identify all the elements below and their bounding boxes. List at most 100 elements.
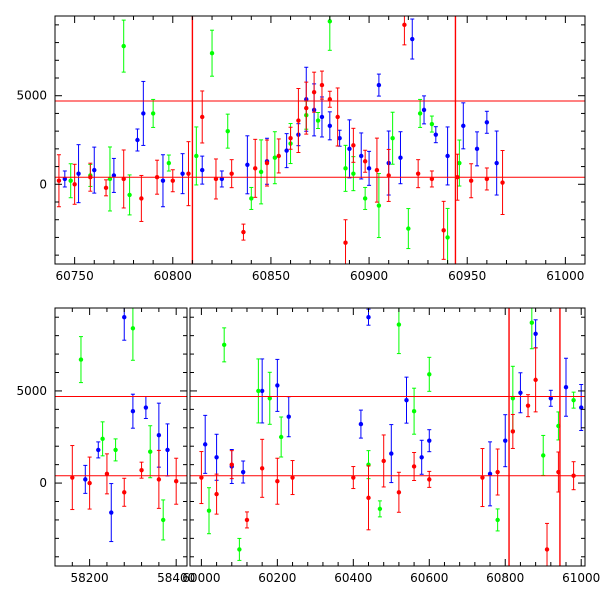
top-panel-point — [359, 132, 364, 180]
top-panel-point — [429, 115, 435, 133]
top-panel-point — [468, 163, 474, 199]
top-panel-point — [415, 159, 421, 189]
top-panel-point — [166, 154, 172, 172]
top-panel-point — [200, 90, 205, 144]
top-panel-x-tick-label: 60850 — [252, 269, 290, 283]
top-panel-point — [445, 207, 450, 264]
bottom-right-panel-x-tick-label: 60200 — [258, 571, 296, 585]
bottom-right-panel-point — [275, 457, 280, 505]
bottom-right-panel-point — [404, 376, 409, 424]
top-panel-point — [335, 87, 340, 147]
top-panel-x-tick-label: 60750 — [56, 269, 94, 283]
top-panel-point — [376, 73, 382, 97]
bottom-right-panel-point — [518, 372, 523, 414]
bottom-right-panel-point — [495, 508, 500, 532]
top-panel-point — [319, 70, 325, 100]
bottom-right-panel-x-tick-label: 60800 — [486, 571, 524, 585]
top-panel-point — [402, 16, 407, 46]
bottom-left-panel-point — [160, 499, 166, 541]
bottom-right-panel-point — [240, 460, 246, 484]
bottom-right-panel-point — [427, 429, 432, 453]
bottom-right-panel-point — [427, 356, 432, 392]
bottom-left-panel-point — [148, 425, 153, 479]
bottom-left-panel-point — [109, 483, 114, 543]
bottom-right-panel-point — [259, 358, 265, 424]
top-panel-point — [351, 127, 356, 163]
top-panel-point — [474, 131, 480, 167]
bottom-right-panel-point — [267, 371, 272, 425]
top-panel-point — [245, 135, 250, 195]
bottom-left-panel-point — [122, 308, 127, 341]
top-panel-point — [343, 144, 348, 192]
top-panel-point — [386, 148, 391, 202]
bottom-right-panel-point — [286, 396, 291, 438]
top-panel-point — [376, 173, 382, 239]
top-panel-point — [264, 139, 270, 187]
top-panel-point — [103, 179, 109, 197]
top-panel-point — [225, 113, 230, 149]
top-panel-point — [284, 133, 289, 169]
top-panel-point — [500, 150, 505, 216]
top-panel: 60750 60800 60850 60900 60950 61000 0 5000 — [16, 15, 586, 283]
bottom-left-panel-point — [96, 441, 101, 459]
top-panel-point — [429, 170, 435, 188]
bottom-right-panel-point — [563, 357, 569, 417]
bottom-right-panel-point — [411, 451, 417, 481]
bottom-left-panel-x-tick-label: 58400 — [157, 571, 195, 585]
bottom-right-panel-point — [214, 473, 219, 515]
top-panel-point — [139, 174, 144, 222]
top-panel-point — [417, 98, 423, 128]
top-panel-point — [304, 81, 309, 135]
bottom-right-panel-point — [548, 389, 554, 407]
top-panel-frame — [54, 15, 586, 265]
top-panel-point — [76, 144, 81, 204]
top-panel-x-tick-label: 60800 — [154, 269, 192, 283]
bottom-right-panel-point — [541, 434, 546, 476]
bottom-right-panel-point — [579, 384, 584, 432]
top-panel-point — [327, 90, 333, 108]
bottom-right-panel-point — [244, 511, 250, 529]
top-panel-point — [209, 29, 215, 77]
bottom-right-panel-point — [480, 448, 485, 508]
top-panel-point — [319, 96, 325, 138]
top-panel-x-tick-label: 61000 — [546, 269, 584, 283]
top-panel-point — [410, 18, 415, 60]
top-panel-point — [390, 111, 395, 165]
bottom-right-panel-frame — [189, 307, 586, 567]
bottom-left-panel-point — [165, 423, 170, 477]
top-panel-point — [421, 95, 427, 125]
bottom-left-panel-point — [87, 456, 92, 510]
bottom-right-panel-point — [427, 470, 432, 488]
top-panel-point — [362, 186, 368, 210]
bottom-right-panel-point — [495, 448, 500, 496]
bottom-right-panel-point — [487, 441, 493, 507]
top-panel-point — [362, 149, 368, 173]
top-panel-x-tick-label: 60900 — [350, 269, 388, 283]
bottom-right-panel-point — [351, 466, 356, 490]
top-panel-point — [457, 139, 462, 187]
bottom-left-panel-plot-area — [55, 308, 187, 543]
top-panel-point — [311, 71, 317, 113]
bottom-right-panel-x-tick-label: 60000 — [182, 571, 220, 585]
bottom-right-panel-point — [199, 451, 204, 505]
top-panel-point — [194, 126, 199, 186]
top-panel-point — [180, 153, 185, 195]
bottom-right-panel-point — [237, 537, 242, 561]
bottom-right-panel-point — [571, 391, 576, 409]
top-panel-point — [484, 167, 490, 191]
top-panel-point — [127, 174, 132, 216]
bottom-left-panel-point — [156, 449, 162, 509]
top-panel-plot-area — [55, 16, 585, 264]
bottom-left-panel-frame — [54, 307, 188, 567]
bottom-left-panel-point — [173, 457, 179, 505]
top-panel-point — [121, 149, 126, 209]
bottom-left-panel-point — [104, 453, 110, 495]
top-panel-point — [398, 131, 403, 185]
bottom-right-panel-point — [358, 409, 364, 439]
bottom-right-panel-point — [229, 450, 234, 480]
top-panel-point — [366, 150, 372, 186]
top-panel-point — [343, 219, 348, 264]
bottom-right-panel-point — [202, 414, 208, 474]
bottom-left-panel-point — [83, 464, 88, 494]
bottom-right-panel-point — [366, 465, 371, 531]
